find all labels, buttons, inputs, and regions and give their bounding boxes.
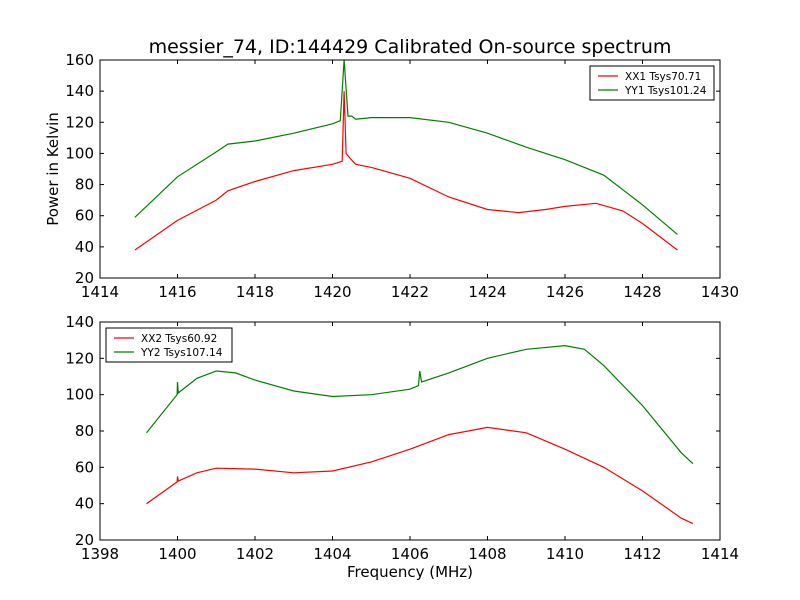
series-line-yy2 [146,344,694,465]
subplot-1: 1414 1416 1418 1420 1422 1424 1426 1428 1430 20 40… [65,51,739,301]
x-tick-label: 1404 [313,545,351,563]
x-tick-label: 1414 [701,545,739,563]
x-tick-label: 1418 [236,283,274,301]
y-tick-label: 80 [75,422,94,440]
y-tick-label: 40 [75,238,94,256]
x-tick-label: 1420 [313,283,351,301]
x-tick-label: 1414 [81,283,119,301]
legend-label: YY2 Tsys107.14 [140,347,223,359]
x-tick-label: 1406 [391,545,429,563]
y-tick-label: 100 [65,386,94,404]
x-tick-label: 1430 [701,283,739,301]
y-axis-label: Power in Kelvin [44,112,62,226]
y-tick-label: 140 [65,313,94,331]
y-tick-label: 20 [75,531,94,549]
x-tick-label: 1412 [623,545,661,563]
y-tick-label: 120 [65,113,94,131]
x-tick-label: 1416 [158,283,196,301]
x-tick-label: 1428 [623,283,661,301]
legend: XX2 Tsys60.92 YY2 Tsys107.14 [105,327,233,363]
series-line-yy1 [134,59,678,235]
y-tick-label: 100 [65,144,94,162]
chart-title: messier_74, ID:144429 Calibrated On-sour… [149,36,672,58]
x-tick-label: 1400 [158,545,196,563]
x-tick-label: 1402 [236,545,274,563]
legend-label: YY1 Tsys101.24 [624,85,707,97]
y-tick-label: 140 [65,82,94,100]
x-tick-label: 1422 [391,283,429,301]
x-tick-label: 1424 [468,283,506,301]
y-tick-label: 160 [65,51,94,69]
x-tick-label: 1410 [546,545,584,563]
y-tick-label: 120 [65,349,94,367]
x-axis-label: Frequency (MHz) [347,563,473,581]
x-tick-label: 1398 [81,545,119,563]
legend: XX1 Tsys70.71 YY1 Tsys101.24 [589,65,715,101]
legend-label: XX1 Tsys70.71 [625,71,701,83]
y-tick-label: 60 [75,458,94,476]
series-line-xx2 [146,426,694,525]
y-tick-label: 20 [75,269,94,287]
series-line-xx1 [134,91,678,251]
y-tick-label: 40 [75,495,94,513]
y-tick-label: 60 [75,207,94,225]
subplot-2: 1398 1400 1402 1404 1406 1408 1410 1412 1414 20 40… [65,313,739,563]
x-tick-label: 1426 [546,283,584,301]
legend-label: XX2 Tsys60.92 [141,333,217,345]
x-tick-label: 1408 [468,545,506,563]
y-tick-label: 80 [75,176,94,194]
